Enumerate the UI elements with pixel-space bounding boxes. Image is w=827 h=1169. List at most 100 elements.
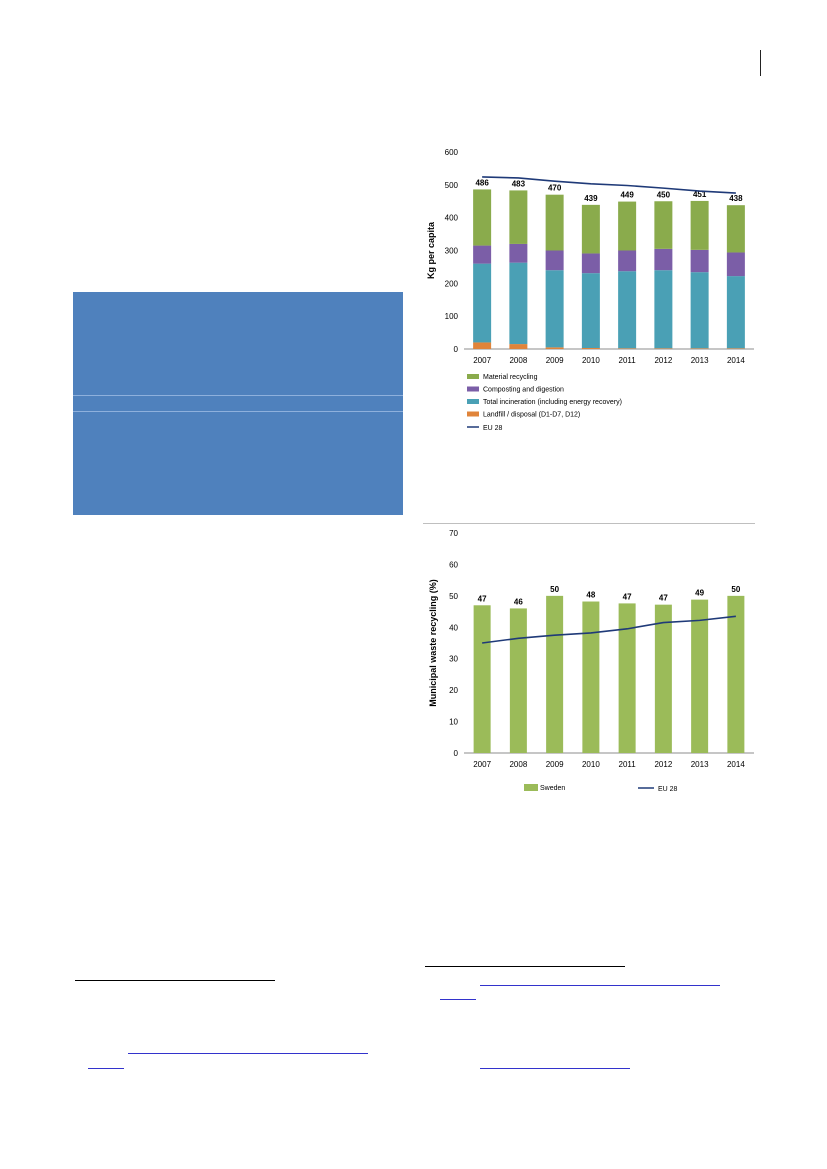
- bar-segment: [726, 205, 745, 253]
- y-tick-label: 500: [445, 181, 459, 190]
- legend-label: Sweden: [540, 785, 565, 792]
- waste-treatment-chart: 0 100 200 300 400 500 600 Kg per capita 2007 2008…: [426, 148, 754, 432]
- bar-segment: [545, 270, 564, 348]
- y-axis-label: Municipal waste recycling (%): [428, 579, 438, 707]
- legend-label: Total incineration (including energy rec…: [483, 399, 622, 406]
- recycling-rate-chart: 0 10 20 30 40 50 60 70 Municipal waste recycling…: [428, 529, 754, 793]
- y-tick-label: 0: [454, 749, 459, 758]
- x-tick-label: 2012: [654, 760, 672, 769]
- bar-segment: [581, 253, 600, 274]
- bar-segment: [473, 263, 492, 343]
- legend-label: Landfill / disposal (D1-D7, D12): [483, 412, 580, 419]
- data-label: 50: [731, 585, 740, 594]
- box-divider: [73, 411, 403, 412]
- eu28-line: [482, 615, 736, 644]
- x-tick-label: 2007: [473, 760, 491, 769]
- bar-segment: [727, 595, 745, 753]
- legend-label: EU 28: [658, 786, 678, 793]
- bar-segment: [690, 272, 709, 349]
- x-tick-label: 2009: [546, 760, 564, 769]
- bar-segment: [545, 250, 564, 271]
- footnote-link[interactable]: [480, 1068, 630, 1069]
- y-tick-label: 200: [445, 279, 459, 288]
- bar-segment: [546, 595, 564, 753]
- y-tick-label: 10: [449, 718, 458, 727]
- data-label: 486: [475, 178, 489, 187]
- y-tick-label: 70: [449, 529, 458, 538]
- x-tick-label: 2008: [509, 356, 527, 365]
- bar-segment: [654, 604, 672, 753]
- footnote-link[interactable]: [128, 1053, 368, 1054]
- bar-segment: [581, 273, 600, 349]
- x-tick-label: 2014: [727, 760, 745, 769]
- data-label: 47: [478, 594, 487, 603]
- footnote-rule: [75, 980, 275, 981]
- eu28-line: [482, 176, 736, 194]
- bar-segment: [654, 248, 673, 271]
- y-tick-label: 600: [445, 148, 459, 157]
- x-tick-label: 2012: [654, 356, 672, 365]
- y-tick-label: 20: [449, 686, 458, 695]
- data-label: 438: [729, 194, 743, 203]
- bar-segment: [509, 190, 528, 244]
- x-tick-label: 2011: [619, 760, 637, 769]
- data-label: 451: [693, 190, 707, 199]
- bar-segment: [726, 276, 745, 349]
- legend-swatch: [524, 784, 538, 791]
- bar-segment: [509, 344, 528, 349]
- bar-segment: [726, 252, 745, 277]
- legend-label: Material recycling: [483, 374, 538, 381]
- bar-segment: [618, 271, 637, 349]
- bar-segment: [691, 599, 709, 753]
- x-tick-label: 2010: [582, 760, 600, 769]
- bar-segment: [473, 605, 491, 753]
- legend-swatch: [467, 386, 479, 392]
- bar-segment: [654, 201, 673, 249]
- info-box: [73, 292, 403, 515]
- chart-frame-top: [423, 523, 755, 524]
- data-label: 450: [657, 190, 671, 199]
- bar-segment: [473, 245, 492, 264]
- footnote-link[interactable]: [88, 1068, 124, 1069]
- box-divider: [73, 395, 403, 396]
- bar-segment: [509, 608, 527, 753]
- y-tick-label: 400: [445, 214, 459, 223]
- bar-segment: [726, 348, 745, 349]
- y-tick-label: 50: [449, 592, 458, 601]
- bar-segment: [618, 201, 637, 251]
- x-tick-label: 2007: [473, 356, 491, 365]
- data-label: 439: [584, 194, 598, 203]
- bar-segment: [690, 249, 709, 273]
- legend-swatch: [467, 374, 479, 379]
- bar-segment: [509, 243, 528, 263]
- bar-segment: [654, 270, 673, 349]
- y-axis-label: Kg per capita: [426, 221, 436, 279]
- data-label: 470: [548, 184, 562, 193]
- footnote-rule: [425, 966, 625, 967]
- data-label: 48: [586, 591, 595, 600]
- bar-segment: [545, 194, 564, 251]
- data-label: 449: [620, 191, 634, 200]
- data-label: 47: [659, 594, 668, 603]
- legend-swatch: [467, 399, 479, 404]
- data-label: 46: [514, 597, 523, 606]
- bar-segment: [581, 348, 600, 349]
- bar-segment: [473, 189, 492, 246]
- x-tick-label: 2013: [691, 760, 709, 769]
- legend-swatch: [467, 411, 479, 417]
- bar-segment: [690, 200, 709, 250]
- bar-segment: [581, 204, 600, 254]
- bar-segment: [582, 601, 600, 753]
- data-label: 50: [550, 585, 559, 594]
- bar-segment: [618, 250, 637, 272]
- x-tick-label: 2011: [619, 356, 637, 365]
- page-margin-line: [760, 50, 761, 76]
- x-tick-label: 2008: [509, 760, 527, 769]
- footnote-link[interactable]: [480, 985, 720, 986]
- footnote-link[interactable]: [440, 999, 476, 1000]
- x-tick-label: 2010: [582, 356, 600, 365]
- y-tick-label: 30: [449, 655, 458, 664]
- y-tick-label: 60: [449, 560, 458, 569]
- data-label: 49: [695, 589, 704, 598]
- y-tick-label: 300: [445, 247, 459, 256]
